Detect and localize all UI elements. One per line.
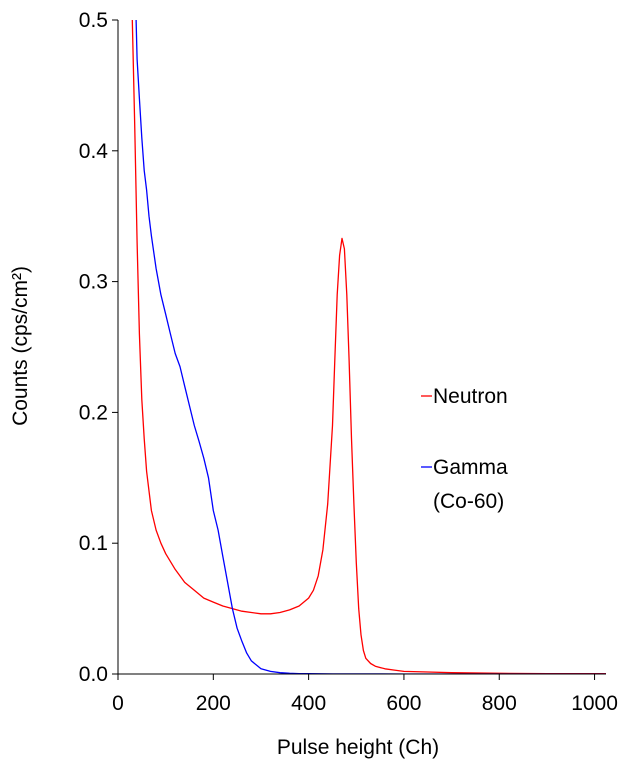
legend-label: Neutron <box>433 385 508 408</box>
legend-item-gamma: Gamma (Co-60) <box>421 456 508 513</box>
legend-item-neutron: Neutron <box>421 385 508 408</box>
y-tick-label: 0.3 <box>79 271 108 294</box>
series-line-gamma <box>135 20 606 674</box>
y-tick-label: 0.2 <box>79 401 108 424</box>
y-tick-label: 0.5 <box>79 9 108 32</box>
x-tick-label: 1000 <box>571 692 618 715</box>
x-tick-label: 800 <box>482 692 517 715</box>
x-tick-label: 0 <box>112 692 124 715</box>
y-axis-title: Counts (cps/cm²) <box>9 266 32 426</box>
y-tick-label: 0.1 <box>79 532 108 555</box>
x-axis-title: Pulse height (Ch) <box>277 736 439 759</box>
series-layer <box>131 20 606 674</box>
y-tick-label: 0.4 <box>79 140 109 163</box>
legend: Neutron Gamma (Co-60) <box>421 385 508 513</box>
x-tick-label: 600 <box>386 692 421 715</box>
legend-label: Gamma <box>433 456 508 479</box>
series-line-neutron <box>131 20 606 674</box>
x-tick-label: 400 <box>291 692 326 715</box>
axis-layer: 0.0 0.1 0.2 0.3 0.4 0.5 0 200 400 600 800 1000 <box>79 9 618 715</box>
legend-label: (Co-60) <box>433 490 504 513</box>
x-tick-label: 200 <box>196 692 231 715</box>
y-tick-label: 0.0 <box>79 663 108 686</box>
